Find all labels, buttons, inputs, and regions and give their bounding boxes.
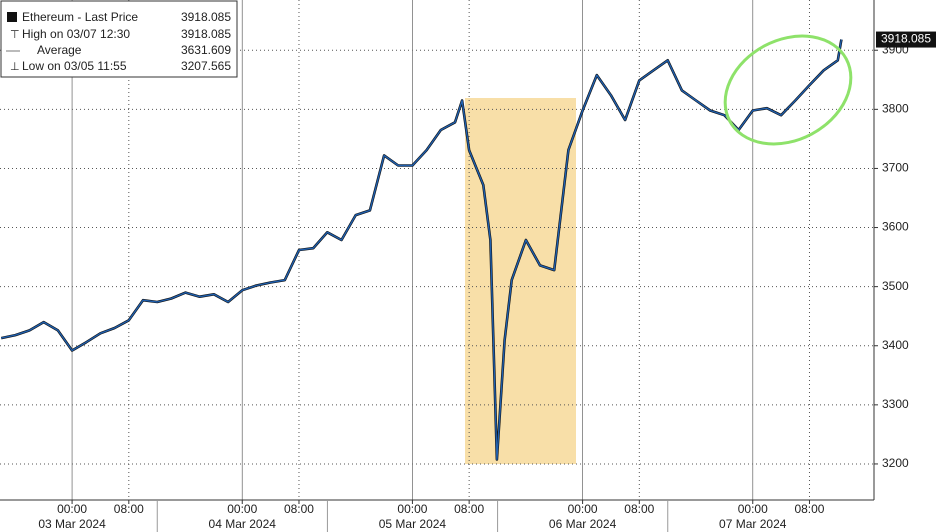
x-tick-label: 08:00 xyxy=(624,502,654,516)
x-tick-label: 08:00 xyxy=(284,502,314,516)
legend-value: 3207.565 xyxy=(181,59,231,73)
grid xyxy=(0,0,874,500)
y-tick-label: 3300 xyxy=(882,397,909,411)
highlight-region xyxy=(465,98,576,464)
legend-value: 3631.609 xyxy=(181,43,231,57)
price-line xyxy=(1,39,843,461)
x-tick-label: 00:00 xyxy=(397,502,427,516)
y-tick-label: 3700 xyxy=(882,161,909,175)
y-tick-label: 3500 xyxy=(882,279,909,293)
price-line xyxy=(0,39,843,461)
x-tick-label: 08:00 xyxy=(114,502,144,516)
legend-label: Low on 03/05 11:55 xyxy=(22,59,127,73)
y-tick-label: 3400 xyxy=(882,338,909,352)
last-price-label: 3918.085 xyxy=(881,32,931,46)
highlight-ellipse xyxy=(723,34,853,146)
x-tick-label: 00:00 xyxy=(57,502,87,516)
legend-box xyxy=(0,0,238,78)
y-tick-label: 3600 xyxy=(882,220,909,234)
y-tick-label: 3800 xyxy=(882,102,909,116)
date-label: 04 Mar 2024 xyxy=(209,517,277,531)
date-label: 03 Mar 2024 xyxy=(38,517,106,531)
legend-value: 3918.085 xyxy=(181,10,231,24)
legend-icon: ⊥ xyxy=(10,61,20,73)
x-tick-label: 08:00 xyxy=(454,502,484,516)
x-tick-label: 08:00 xyxy=(794,502,824,516)
x-tick-label: 00:00 xyxy=(227,502,257,516)
legend-value: 3918.085 xyxy=(181,27,231,41)
last-price-box xyxy=(876,31,936,48)
x-tick-label: 00:00 xyxy=(568,502,598,516)
legend-label: High on 03/07 12:30 xyxy=(22,27,130,41)
date-label: 07 Mar 2024 xyxy=(719,517,787,531)
x-tick-label: 00:00 xyxy=(738,502,768,516)
legend: Ethereum - Last Price 3918.085 ⊤ High on… xyxy=(0,0,238,78)
y-tick-label: 3200 xyxy=(882,456,909,470)
legend-icon: ⊤ xyxy=(10,29,20,41)
legend-swatch xyxy=(7,12,17,22)
date-label: 05 Mar 2024 xyxy=(379,517,447,531)
plot xyxy=(0,39,843,461)
legend-label: Ethereum - Last Price xyxy=(22,10,138,24)
legend-label: Average xyxy=(37,43,82,57)
date-label: 06 Mar 2024 xyxy=(549,517,617,531)
